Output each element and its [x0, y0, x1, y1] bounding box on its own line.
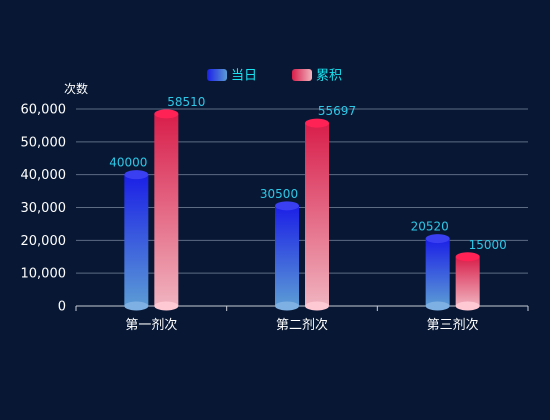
- data-label-daily: 20520: [411, 220, 449, 234]
- y-axis-label: 次数: [64, 81, 88, 96]
- bar-body: [425, 238, 450, 306]
- bar-daily[interactable]: [425, 234, 450, 311]
- bar-top-cap: [425, 234, 450, 244]
- bar-body: [124, 174, 149, 306]
- bar-daily[interactable]: [275, 201, 299, 311]
- legend-label-cumulative: 累积: [316, 69, 342, 84]
- legend-item-daily[interactable]: 当日: [207, 69, 257, 84]
- bar-bottom-cap: [275, 301, 299, 311]
- data-label-cumulative: 15000: [469, 238, 507, 252]
- bars: [124, 109, 480, 311]
- bar-bottom-cap: [425, 301, 450, 311]
- bar-cumulative[interactable]: [455, 252, 480, 311]
- x-tick-label: 第二剂次: [276, 317, 328, 333]
- bar-cumulative[interactable]: [305, 118, 329, 311]
- data-label-daily: 40000: [109, 156, 147, 170]
- data-label-cumulative: 55697: [318, 104, 356, 118]
- y-tick-label: 60,000: [21, 103, 67, 118]
- bar-top-cap: [154, 109, 179, 119]
- bar-body: [154, 113, 179, 306]
- bar-body: [305, 123, 329, 307]
- y-tick-label: 30,000: [21, 201, 67, 216]
- legend-item-cumulative[interactable]: 累积: [292, 69, 342, 84]
- y-tick-label: 40,000: [21, 168, 67, 183]
- bar-bottom-cap: [455, 301, 480, 311]
- bar-bottom-cap: [154, 301, 179, 311]
- legend-label-daily: 当日: [231, 69, 257, 84]
- data-labels: 40000 58510 30500 55697 20520 15000: [109, 95, 507, 252]
- y-tick-label: 50,000: [21, 135, 67, 150]
- bar-top-cap: [275, 201, 299, 211]
- bar-daily[interactable]: [124, 170, 149, 311]
- bar-cumulative[interactable]: [154, 109, 179, 311]
- bar-bottom-cap: [124, 301, 149, 311]
- bar-bottom-cap: [305, 301, 329, 311]
- bar-top-cap: [124, 170, 149, 180]
- legend: 当日 累积: [207, 69, 342, 84]
- x-tick-label: 第一剂次: [125, 317, 177, 333]
- bar-body: [455, 256, 480, 306]
- y-tick-label: 10,000: [21, 267, 67, 282]
- data-label-cumulative: 58510: [167, 95, 205, 109]
- bar-body: [275, 205, 299, 306]
- x-tick-label: 第三剂次: [427, 317, 479, 333]
- legend-swatch-cumulative: [292, 69, 312, 81]
- legend-swatch-daily: [207, 69, 227, 81]
- grid-lines: [76, 108, 528, 307]
- y-tick-labels: 0 10,000 20,000 30,000 40,000 50,000 60,000: [21, 103, 67, 315]
- data-label-daily: 30500: [260, 187, 298, 201]
- bar-top-cap: [455, 252, 480, 262]
- bar-top-cap: [305, 118, 329, 128]
- y-tick-label: 0: [58, 300, 66, 315]
- y-tick-label: 20,000: [21, 234, 67, 249]
- x-axis: 第一剂次 第二剂次 第三剂次: [75, 306, 529, 333]
